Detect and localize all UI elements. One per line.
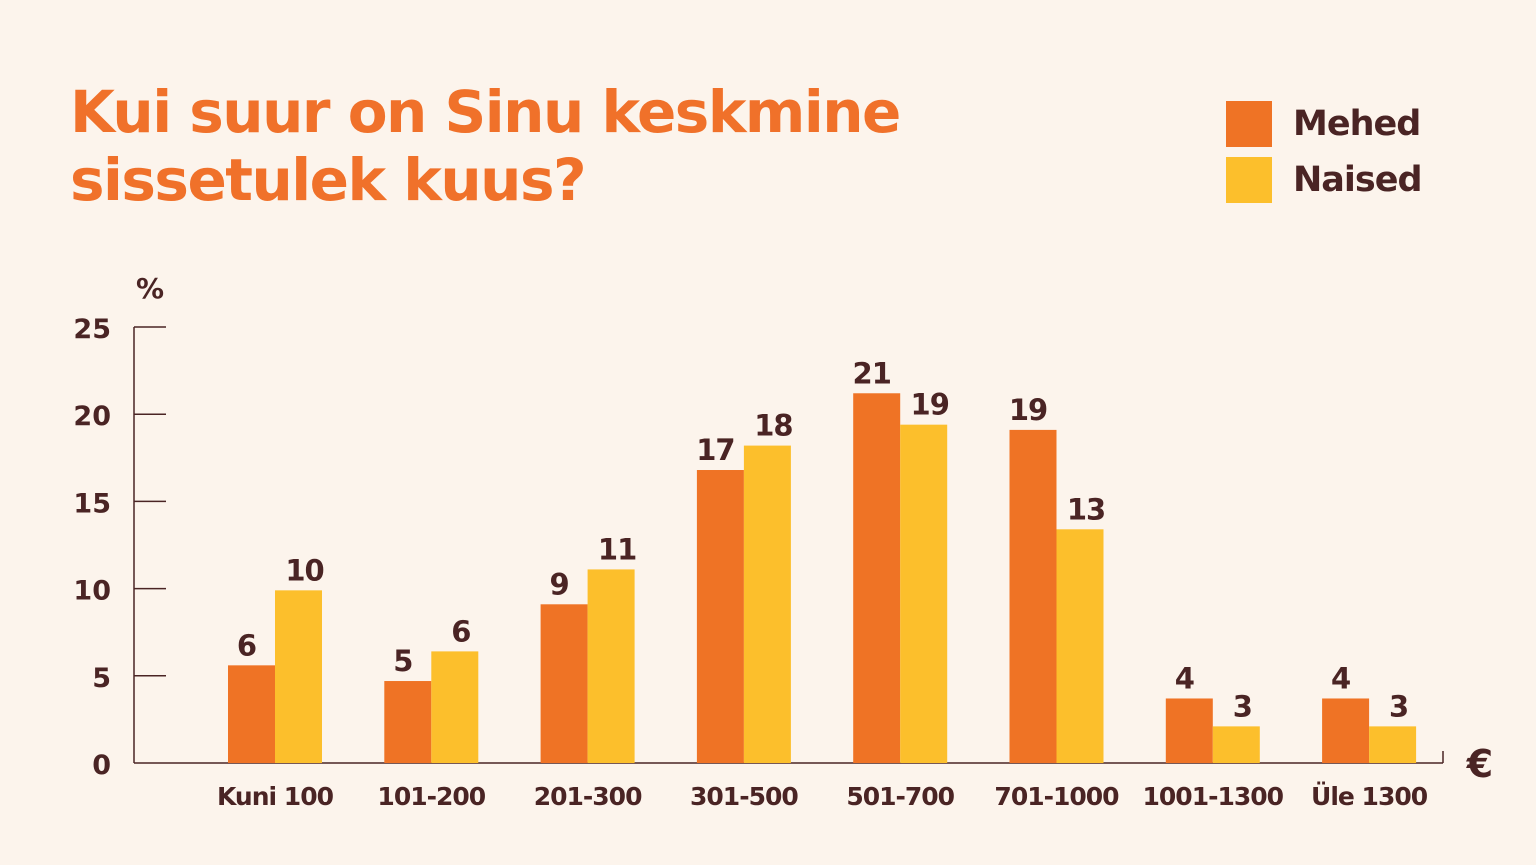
bar-naised-6: [1212, 726, 1260, 763]
x-tick-label-3: 301-500: [690, 782, 798, 811]
x-tick-label-2: 201-300: [534, 782, 642, 811]
bar-mehed-4: [853, 393, 901, 763]
y-tick-label: 20: [73, 401, 111, 432]
x-tick-label-7: Üle 1300: [1311, 781, 1428, 811]
data-label-mehed-1: 5: [393, 644, 412, 678]
bar-mehed-5: [1009, 429, 1057, 763]
data-label-naised-7: 3: [1389, 689, 1408, 723]
data-label-naised-4: 19: [911, 388, 949, 422]
data-label-naised-3: 18: [754, 409, 792, 443]
y-tick-label: 25: [73, 314, 111, 345]
bar-mehed-2: [540, 604, 588, 763]
legend-item-mehed: Mehed: [1226, 101, 1422, 147]
data-label-naised-0: 10: [285, 553, 323, 587]
data-label-mehed-6: 4: [1175, 661, 1194, 695]
data-label-mehed-5: 19: [1009, 393, 1047, 427]
x-tick-label-0: Kuni 100: [217, 782, 334, 811]
legend-item-naised: Naised: [1226, 157, 1423, 203]
data-label-mehed-4: 21: [853, 356, 891, 390]
chart-title-line-1: Kui suur on Sinu keskmine: [70, 78, 901, 146]
bar-naised-0: [275, 590, 322, 763]
y-axis-label: %: [136, 272, 164, 305]
data-label-naised-6: 3: [1233, 689, 1252, 723]
bar-naised-4: [900, 424, 948, 763]
x-tick-label-1: 101-200: [377, 782, 485, 811]
legend-swatch-mehed: [1226, 101, 1272, 147]
x-axis-label: €: [1466, 742, 1493, 786]
data-label-mehed-2: 9: [550, 567, 569, 601]
bar-naised-1: [431, 651, 479, 763]
data-label-mehed-0: 6: [237, 628, 256, 662]
y-tick-label: 0: [92, 750, 111, 781]
bar-naised-3: [743, 445, 791, 763]
chart-title: Kui suur on Sinu keskmine sissetulek kuu…: [70, 78, 1120, 214]
data-label-naised-2: 11: [598, 532, 636, 566]
chart-labels: 6 10 Kuni 100 5 6 101-200 9 11 201-300 17 18 301-50…: [217, 356, 1429, 811]
bar-naised-7: [1369, 726, 1417, 763]
legend-label-naised: Naised: [1293, 160, 1423, 200]
x-tick-label-6: 1001-1300: [1143, 782, 1284, 811]
chart-bars: [228, 393, 1417, 763]
x-tick-label-5: 701-1000: [994, 782, 1119, 811]
x-tick-label-4: 501-700: [846, 782, 954, 811]
chart-axes: 0 5 10 15 20 25% €: [73, 272, 1493, 786]
data-label-naised-5: 13: [1067, 492, 1105, 526]
bar-naised-2: [587, 569, 635, 763]
bar-mehed-7: [1322, 698, 1370, 763]
bar-mehed-6: [1165, 698, 1213, 763]
legend-label-mehed: Mehed: [1293, 104, 1421, 144]
chart-title-line-2: sissetulek kuus?: [70, 146, 587, 214]
legend: Mehed Naised: [1226, 101, 1423, 213]
bar-mehed-3: [696, 470, 744, 763]
data-label-mehed-7: 4: [1331, 661, 1350, 695]
bar-mehed-1: [384, 681, 432, 763]
y-tick-label: 15: [73, 488, 111, 519]
data-label-mehed-3: 17: [696, 433, 734, 467]
y-tick-label: 5: [92, 663, 111, 694]
data-label-naised-1: 6: [451, 614, 470, 648]
bar-naised-5: [1056, 529, 1104, 763]
y-tick-label: 10: [73, 576, 111, 607]
legend-swatch-naised: [1226, 157, 1272, 203]
bar-mehed-0: [228, 665, 275, 763]
